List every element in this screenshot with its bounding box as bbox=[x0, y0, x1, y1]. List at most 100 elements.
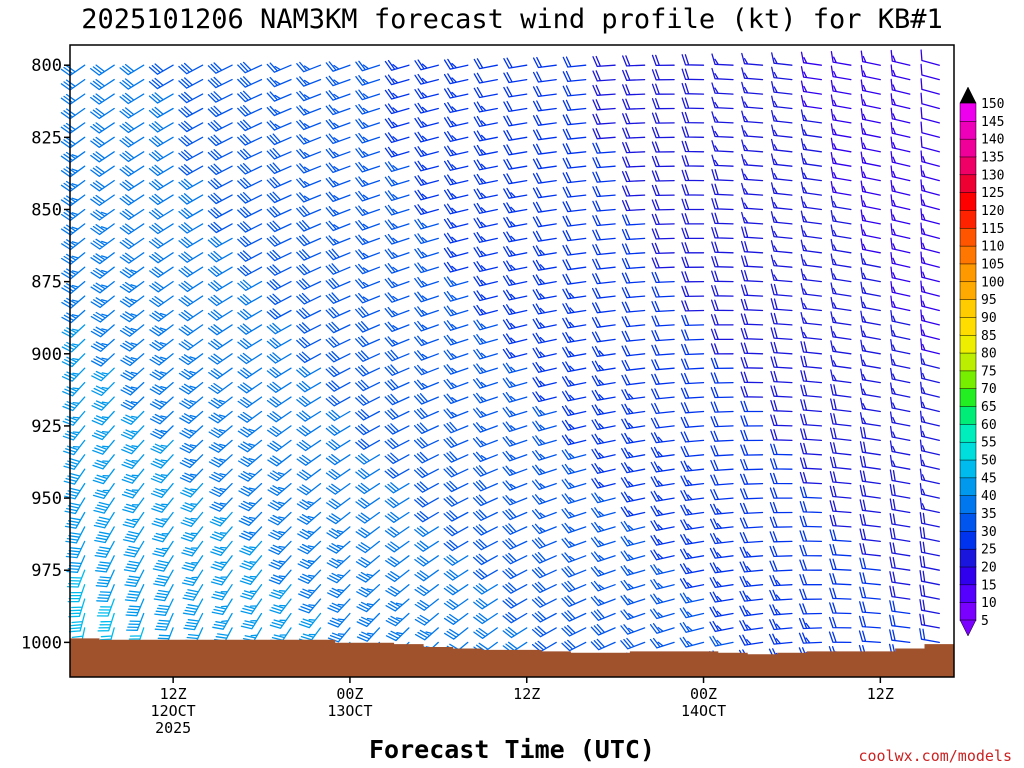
wind-barb bbox=[207, 324, 233, 336]
wind-barb bbox=[561, 405, 587, 417]
wind-barb bbox=[651, 199, 675, 211]
wind-barb bbox=[355, 511, 381, 524]
wind-barb bbox=[239, 540, 263, 556]
wind-barb bbox=[325, 147, 351, 159]
wind-barb bbox=[621, 432, 646, 444]
wind-barb bbox=[266, 120, 292, 131]
wind-barb bbox=[800, 311, 823, 326]
wind-barb bbox=[443, 131, 469, 143]
wind-barb bbox=[124, 584, 145, 602]
wind-barb bbox=[650, 564, 675, 576]
wind-barb bbox=[473, 159, 498, 171]
wind-barb bbox=[178, 193, 204, 205]
wind-barb bbox=[296, 351, 322, 364]
wind-barb bbox=[413, 393, 439, 405]
wind-barb bbox=[531, 479, 557, 491]
wind-barb bbox=[149, 295, 174, 308]
wind-barb bbox=[651, 170, 675, 182]
wind-barb bbox=[237, 134, 263, 146]
wind-barb bbox=[711, 212, 734, 225]
wind-barb bbox=[590, 536, 616, 548]
wind-barb bbox=[443, 87, 469, 99]
wind-barb bbox=[502, 626, 528, 639]
wind-barb bbox=[237, 338, 263, 350]
y-tick-label: 900 bbox=[31, 345, 62, 365]
wind-barb bbox=[592, 70, 616, 82]
y-tick-label: 925 bbox=[31, 417, 62, 437]
wind-barb bbox=[562, 259, 587, 271]
wind-barb bbox=[90, 353, 115, 367]
wind-barb bbox=[151, 497, 174, 513]
wind-barb bbox=[590, 609, 616, 621]
wind-barb bbox=[150, 425, 174, 440]
wind-barb bbox=[384, 408, 410, 420]
wind-barb bbox=[592, 128, 616, 140]
wind-barb bbox=[531, 581, 557, 594]
wind-barb bbox=[237, 119, 263, 132]
wind-barb bbox=[890, 136, 911, 153]
wind-barb bbox=[473, 392, 498, 404]
wind-barb bbox=[710, 445, 734, 457]
wind-barb bbox=[770, 298, 793, 312]
wind-barb bbox=[124, 569, 145, 587]
wind-barb bbox=[208, 396, 233, 409]
wind-barb bbox=[920, 49, 940, 66]
wind-barb bbox=[739, 605, 764, 617]
wind-barb bbox=[266, 278, 292, 291]
wind-barb bbox=[651, 329, 675, 342]
wind-barb bbox=[237, 235, 263, 248]
wind-barb bbox=[325, 263, 351, 275]
wind-barb bbox=[620, 637, 646, 650]
wind-barb bbox=[208, 454, 233, 468]
wind-barb bbox=[207, 163, 233, 176]
wind-barb bbox=[355, 75, 381, 86]
wind-barb bbox=[770, 385, 793, 398]
wind-barb bbox=[710, 489, 734, 501]
wind-barb bbox=[296, 61, 322, 73]
wind-barb bbox=[91, 396, 115, 411]
wind-barb bbox=[591, 419, 616, 431]
wind-barb bbox=[711, 67, 734, 81]
wind-barb bbox=[799, 603, 823, 615]
wind-barb bbox=[798, 632, 823, 644]
wind-barb bbox=[152, 555, 174, 572]
wind-barb bbox=[860, 223, 881, 240]
wind-barb bbox=[90, 64, 115, 76]
wind-barb bbox=[532, 405, 557, 417]
wind-barb bbox=[414, 73, 439, 85]
wind-barb bbox=[178, 106, 204, 118]
wind-barb bbox=[591, 389, 616, 401]
wind-barb bbox=[297, 540, 322, 555]
wind-barb bbox=[769, 487, 793, 499]
wind-barb bbox=[651, 242, 675, 255]
wind-barb bbox=[325, 336, 351, 348]
wind-barb bbox=[384, 540, 410, 553]
wind-barb bbox=[119, 309, 145, 323]
wind-barb bbox=[711, 226, 734, 240]
wind-barb bbox=[62, 425, 86, 441]
wind-barb bbox=[770, 399, 793, 413]
wind-barb bbox=[268, 526, 292, 541]
x-tick-label: 14OCT bbox=[681, 702, 726, 720]
wind-barb bbox=[95, 569, 115, 588]
wind-barb bbox=[740, 327, 764, 341]
wind-barb bbox=[830, 152, 852, 167]
wind-barb bbox=[920, 164, 940, 182]
wind-barb bbox=[859, 455, 881, 470]
wind-barb bbox=[472, 538, 498, 551]
plot-frame bbox=[69, 44, 955, 678]
wind-barb bbox=[182, 584, 204, 601]
wind-barb bbox=[890, 266, 911, 283]
wind-barb bbox=[148, 208, 174, 220]
wind-barb bbox=[150, 439, 174, 454]
wind-barb bbox=[741, 96, 764, 110]
wind-barb bbox=[561, 375, 587, 387]
wind-barb bbox=[148, 106, 174, 119]
wind-barb bbox=[119, 324, 145, 337]
wind-barb bbox=[920, 338, 940, 355]
wind-barb bbox=[829, 558, 852, 571]
wind-barb bbox=[681, 97, 705, 110]
wind-barb bbox=[591, 331, 616, 343]
colorbar-swatch bbox=[959, 441, 977, 461]
wind-barb bbox=[503, 260, 528, 272]
